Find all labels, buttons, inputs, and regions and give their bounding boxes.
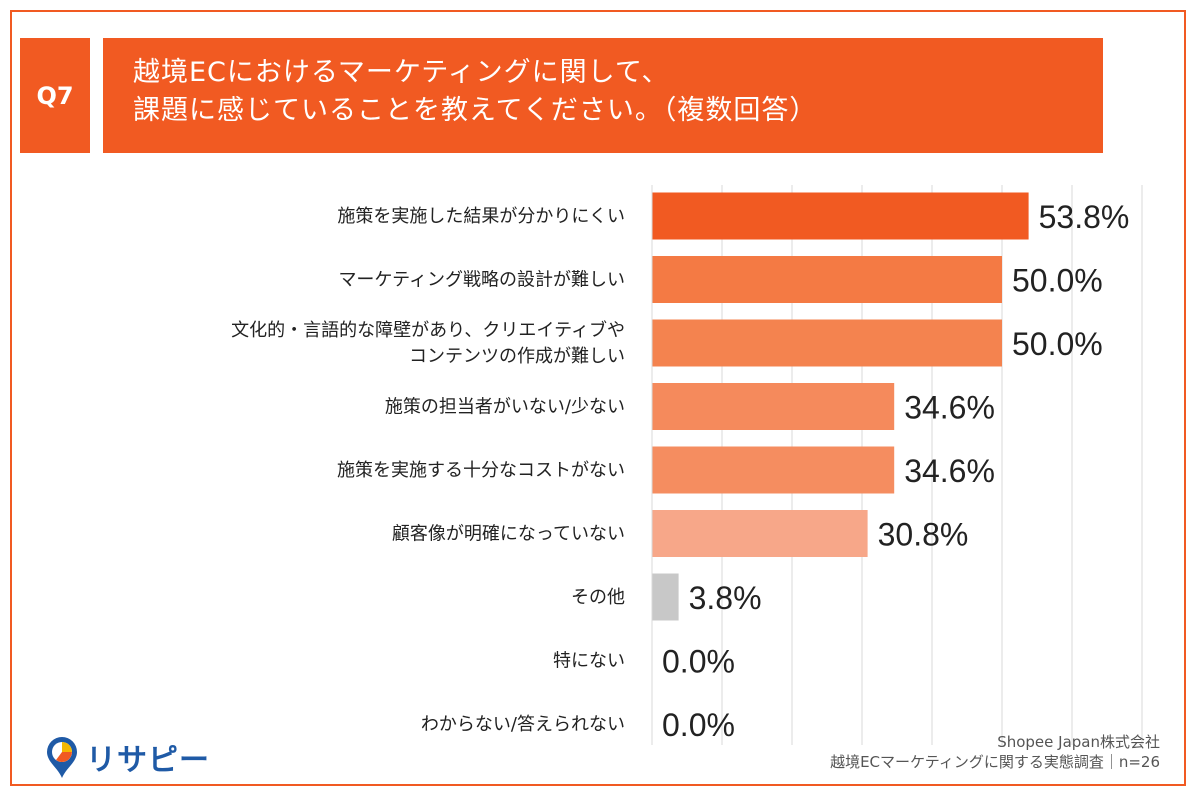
bar xyxy=(652,573,679,621)
logo-text: リサピー xyxy=(86,743,210,778)
category-label: 施策を実施する十分なコストがない xyxy=(337,460,625,481)
bar xyxy=(652,446,895,494)
bar xyxy=(652,510,868,557)
footer-survey: 越境ECマーケティングに関する実態調査｜n=26 xyxy=(830,753,1160,771)
value-label: 34.6% xyxy=(904,390,995,426)
logo-pin-icon xyxy=(47,737,77,778)
bar xyxy=(652,256,1002,303)
category-label: 特にない xyxy=(553,651,625,672)
question-title: 越境ECにおけるマーケティングに関して、 課題に感じていることを教えてください。… xyxy=(103,38,1103,153)
category-label: コンテンツの作成が難しい xyxy=(409,346,625,367)
category-label: マーケティング戦略の設計が難しい xyxy=(338,270,625,291)
category-label: その他 xyxy=(571,587,625,608)
category-label: 顧客像が明確になっていない xyxy=(392,524,625,545)
question-title-line2: 課題に感じていることを教えてください。（複数回答） xyxy=(133,95,818,126)
bar xyxy=(652,383,895,430)
value-label: 3.8% xyxy=(689,580,762,616)
bar xyxy=(652,319,1002,367)
footer-source: Shopee Japan株式会社 越境ECマーケティングに関する実態調査｜n=2… xyxy=(830,732,1160,772)
category-label: わからない/答えられない xyxy=(421,714,625,735)
value-label: 30.8% xyxy=(878,517,969,553)
value-label: 0.0% xyxy=(662,707,735,743)
value-label: 53.8% xyxy=(1039,199,1130,235)
value-label: 50.0% xyxy=(1012,326,1103,362)
value-label: 50.0% xyxy=(1012,263,1103,299)
category-label: 施策の担当者がいない/少ない xyxy=(385,397,625,418)
category-label: 文化的・言語的な障壁があり、クリエイティブや xyxy=(231,319,625,341)
category-label: 施策を実施した結果が分かりにくい xyxy=(337,206,625,227)
risapi-logo: リサピー xyxy=(44,734,210,780)
value-label: 34.6% xyxy=(904,453,995,489)
value-label: 0.0% xyxy=(662,644,735,680)
question-title-line1: 越境ECにおけるマーケティングに関して、 xyxy=(133,57,670,88)
bar xyxy=(652,192,1029,240)
outer-frame xyxy=(10,10,1186,786)
footer-company: Shopee Japan株式会社 xyxy=(997,733,1160,751)
question-number-badge: Q7 xyxy=(20,38,90,153)
